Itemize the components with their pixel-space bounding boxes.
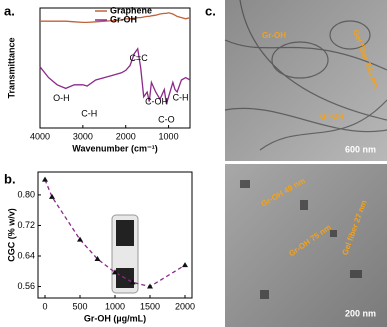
point — [49, 193, 55, 199]
annotation: C-O — [158, 114, 175, 124]
plot-frame — [39, 7, 191, 129]
x-tick-label: 3000 — [73, 131, 93, 141]
annotation: C-H — [81, 108, 97, 118]
x-tick-label: 0 — [42, 301, 47, 311]
point — [94, 256, 101, 262]
annotation: C-H — [173, 92, 189, 102]
legend-label: Gr-OH — [110, 14, 137, 24]
point — [182, 262, 188, 268]
y-tick-label: 0.56 — [17, 281, 35, 291]
annotation: C-OH — [145, 96, 168, 106]
x-tick-label: 1000 — [105, 301, 125, 311]
tem-label: Gr-OH — [320, 112, 344, 121]
series-line — [40, 12, 191, 24]
panel-label: a. — [4, 3, 15, 18]
vial-gel — [116, 220, 134, 246]
y-axis-label: CGC (% w/v) — [6, 208, 16, 262]
point — [112, 269, 118, 275]
x-tick-label: 1500 — [140, 301, 160, 311]
x-axis-label: Wavenumber (cm⁻¹) — [72, 143, 157, 153]
x-tick-label: 2000 — [175, 301, 195, 311]
scale-bar-label: 200 nm — [345, 308, 376, 318]
series-line — [39, 47, 191, 105]
x-tick-label: 4000 — [30, 131, 50, 141]
tem-image-bottom — [225, 164, 387, 327]
point — [147, 283, 153, 289]
fibers — [224, 0, 387, 151]
panel-label: b. — [4, 171, 16, 186]
scale-bar-label: 600 nm — [345, 144, 376, 154]
tem-label: Gr-OH — [262, 31, 286, 40]
x-tick-label: 500 — [72, 301, 87, 311]
panel-label: c. — [205, 3, 216, 18]
point — [129, 279, 136, 285]
legend-label: Graphene — [110, 5, 152, 15]
point — [77, 236, 83, 242]
y-tick-label: 0.72 — [17, 220, 35, 230]
x-tick-label: 2000 — [116, 131, 136, 141]
annotation: C=C — [129, 53, 148, 63]
series-line — [44, 179, 186, 288]
x-tick-label: 1000 — [159, 131, 179, 141]
y-axis-label: Transmittance — [6, 37, 16, 98]
annotation: O-H — [53, 93, 70, 103]
point — [42, 176, 48, 182]
x-axis-label: Gr-OH (µg/mL) — [84, 313, 146, 323]
y-tick-label: 0.64 — [17, 250, 35, 260]
y-tick-label: 0.80 — [17, 189, 35, 199]
particles — [240, 180, 362, 299]
